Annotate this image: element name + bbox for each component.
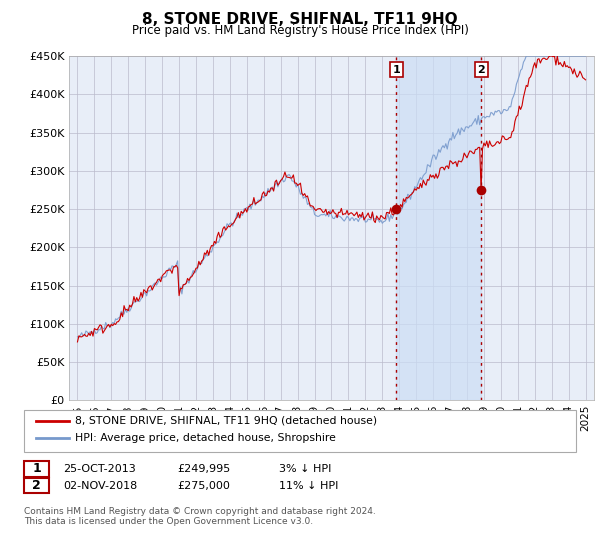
Text: 2: 2 (32, 479, 41, 492)
Text: 02-NOV-2018: 02-NOV-2018 (63, 480, 137, 491)
Text: Contains HM Land Registry data © Crown copyright and database right 2024.
This d: Contains HM Land Registry data © Crown c… (24, 507, 376, 526)
Bar (396, 56, 481, 400)
Text: £275,000: £275,000 (177, 480, 230, 491)
Text: £249,995: £249,995 (177, 464, 230, 474)
Text: 25-OCT-2013: 25-OCT-2013 (63, 464, 136, 474)
Text: 1: 1 (392, 64, 400, 74)
Text: 8, STONE DRIVE, SHIFNAL, TF11 9HQ: 8, STONE DRIVE, SHIFNAL, TF11 9HQ (142, 12, 458, 27)
Text: HPI: Average price, detached house, Shropshire: HPI: Average price, detached house, Shro… (75, 433, 336, 443)
Text: Price paid vs. HM Land Registry's House Price Index (HPI): Price paid vs. HM Land Registry's House … (131, 24, 469, 37)
Text: 1: 1 (32, 462, 41, 475)
Text: 2: 2 (478, 64, 485, 74)
Text: 11% ↓ HPI: 11% ↓ HPI (279, 480, 338, 491)
Text: 8, STONE DRIVE, SHIFNAL, TF11 9HQ (detached house): 8, STONE DRIVE, SHIFNAL, TF11 9HQ (detac… (75, 416, 377, 426)
Text: 3% ↓ HPI: 3% ↓ HPI (279, 464, 331, 474)
